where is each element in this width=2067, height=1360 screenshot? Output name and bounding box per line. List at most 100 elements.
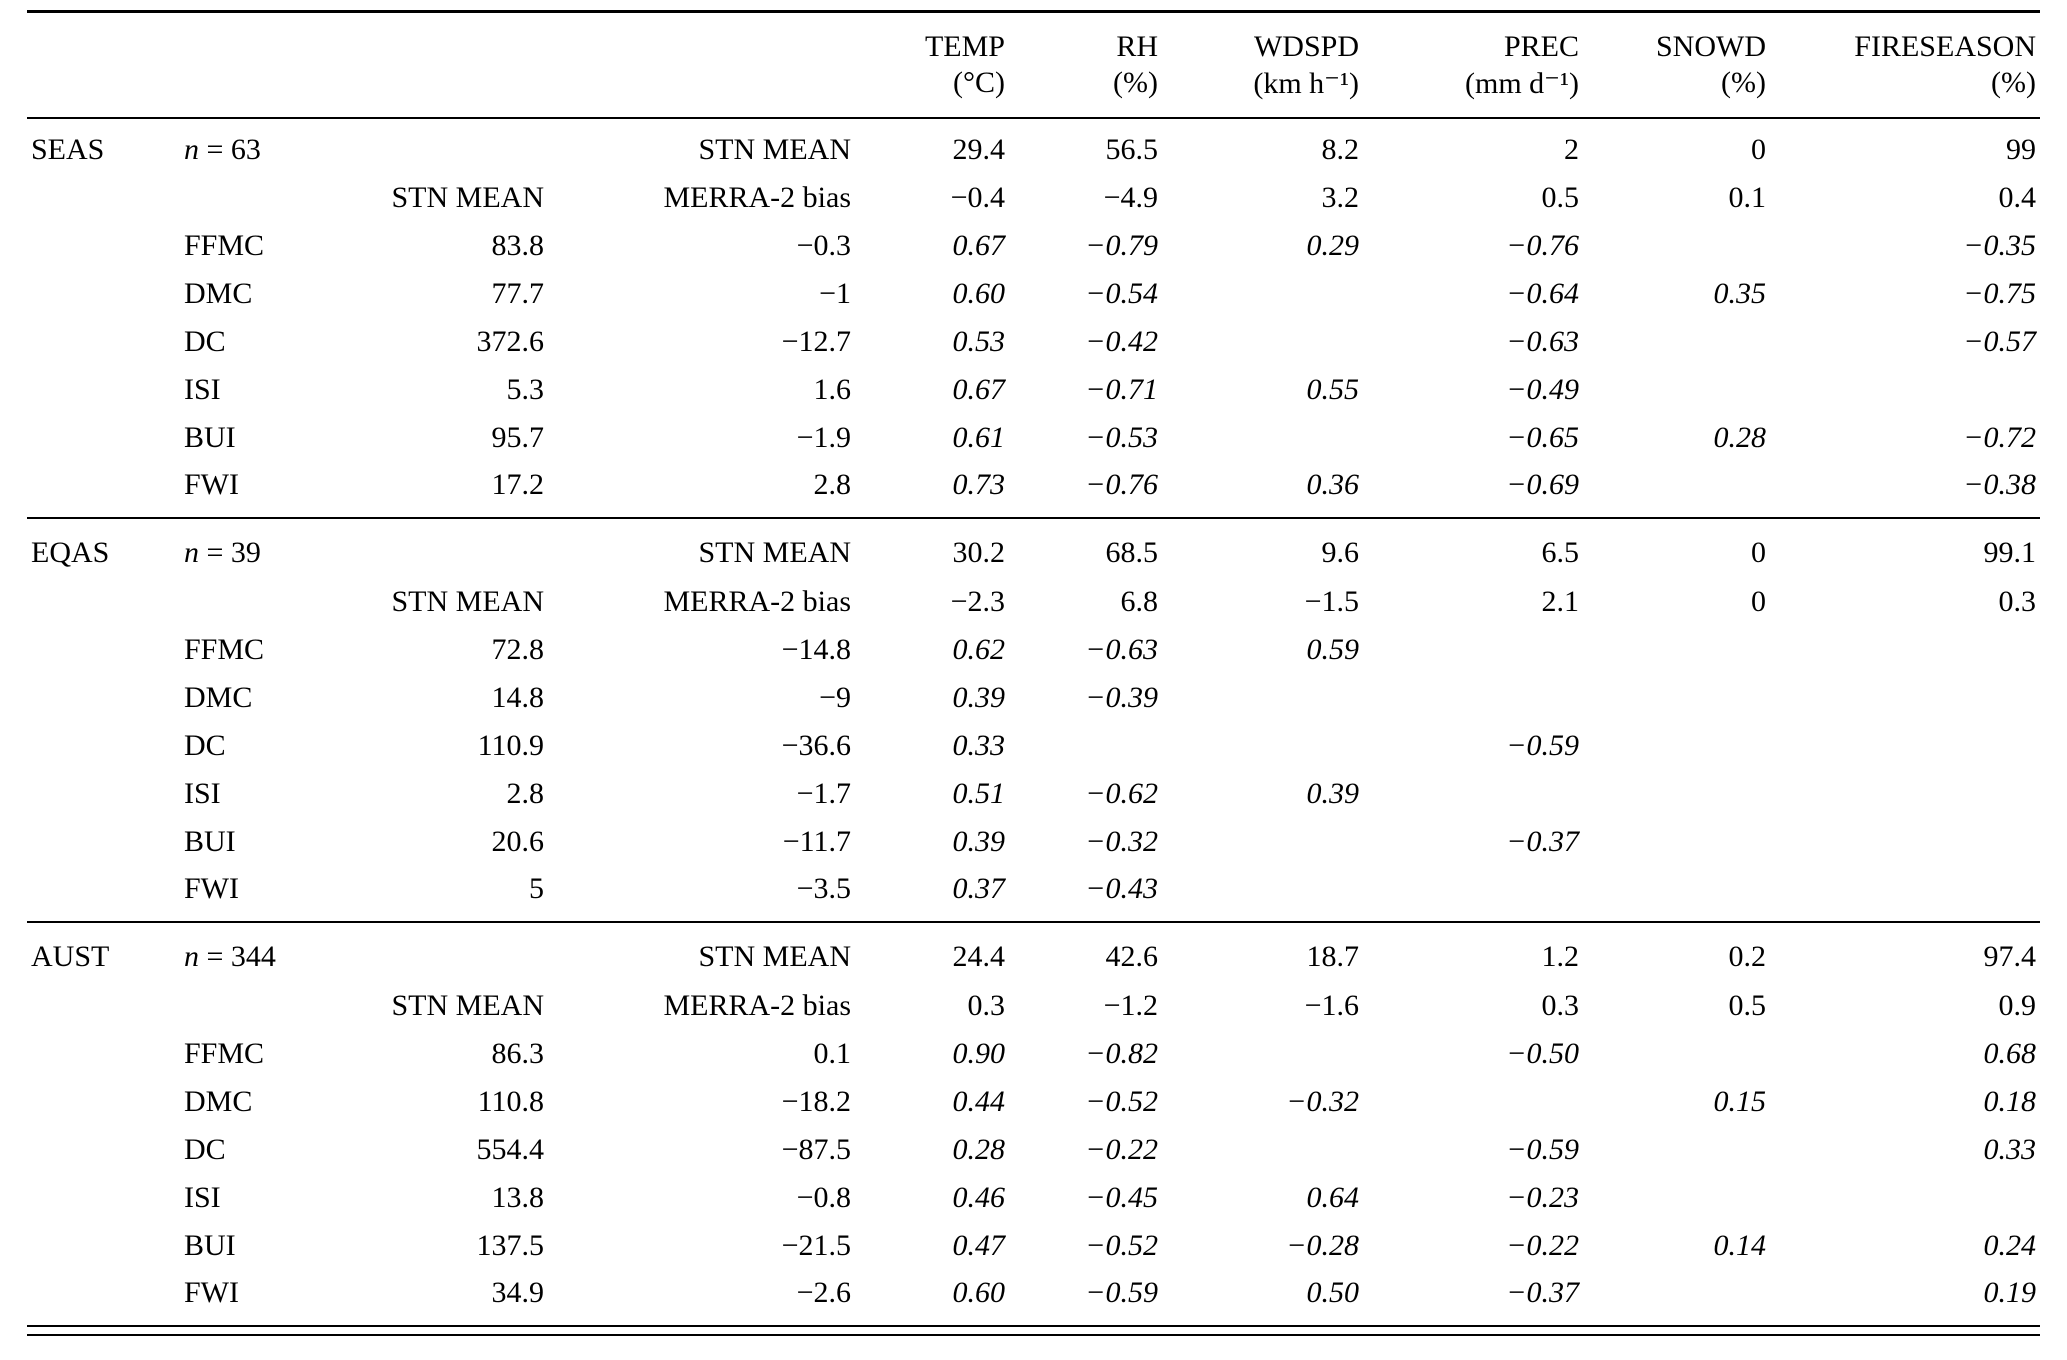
index-stn-mean-value: 110.9 xyxy=(477,728,544,762)
header-spacer-bias xyxy=(548,63,855,119)
correlation-value xyxy=(1770,770,2040,818)
index-row-dc: DC 110.9 −36.6 0.33 −0.59 xyxy=(27,722,2040,770)
index-stn-mean-value: 5 xyxy=(529,872,544,905)
stn-mean-value: 68.5 xyxy=(1009,516,1162,578)
index-stn-mean-value: 14.8 xyxy=(491,680,545,714)
spacer-cell xyxy=(27,1270,180,1326)
correlation-value xyxy=(1583,1174,1770,1222)
correlation-value xyxy=(1162,674,1363,722)
n-symbol: n xyxy=(184,940,199,973)
index-row-dc: DC 554.4 −87.5 0.28 −0.22 −0.59 0.33 xyxy=(27,1126,2040,1174)
correlation-value: −0.32 xyxy=(1085,824,1158,858)
index-label: DC xyxy=(184,1132,226,1166)
merra2-bias-label: MERRA-2 bias xyxy=(663,988,852,1022)
stn-mean-value: 29.4 xyxy=(952,133,1006,166)
stn-mean-value: 0.2 xyxy=(1583,920,1770,982)
n-symbol: n xyxy=(184,133,199,166)
merra2-bias-row: STN MEAN MERRA-2 bias −0.4 −4.9 3.2 0.5 0.1 0.4 xyxy=(27,174,2040,222)
station-stats-table: TEMP RH WDSPD PREC SNOWD FIRESEASON (°C)… xyxy=(27,10,2040,1327)
correlation-value xyxy=(1363,674,1583,722)
index-stn-mean-value: 5.3 xyxy=(506,372,545,406)
index-bias-value: −0.3 xyxy=(796,228,851,262)
correlation-value xyxy=(1162,1030,1363,1078)
correlation-value: 0.60 xyxy=(952,1276,1006,1309)
correlation-value: 0.53 xyxy=(952,324,1006,358)
index-row-ffmc: FFMC 86.3 0.1 0.90 −0.82 −0.50 0.68 xyxy=(27,1030,2040,1078)
correlation-value: 0.28 xyxy=(1713,420,1767,454)
index-bias-value: −1 xyxy=(819,276,851,310)
index-stn-mean-value: 13.8 xyxy=(491,1180,545,1214)
correlation-value: −0.52 xyxy=(1085,1228,1158,1262)
index-bias-value: −18.2 xyxy=(781,1084,851,1118)
merra2-bias-value: −1.2 xyxy=(1103,988,1158,1022)
spacer-cell xyxy=(27,1174,180,1222)
correlation-value: 0.59 xyxy=(1306,632,1360,666)
correlation-value: −0.45 xyxy=(1085,1180,1158,1214)
index-label: ISI xyxy=(184,776,221,810)
header-temp-unit: (°C) xyxy=(855,63,1009,119)
correlation-value xyxy=(1583,1270,1770,1326)
correlation-value: 0.64 xyxy=(1306,1180,1360,1214)
spacer-cell xyxy=(27,462,180,518)
spacer-cell xyxy=(27,270,180,318)
index-label: DMC xyxy=(184,680,253,714)
index-bias-value: 0.1 xyxy=(813,1036,852,1070)
spacer-cell xyxy=(180,982,345,1030)
correlation-value: 0.19 xyxy=(1983,1276,2037,1309)
correlation-value: 0.33 xyxy=(952,728,1006,762)
index-bias-value: −21.5 xyxy=(781,1228,851,1262)
stn-mean-label: STN MEAN xyxy=(391,988,544,1022)
stn-mean-value: 2 xyxy=(1564,133,1579,166)
merra2-bias-value: 0.4 xyxy=(1998,180,2037,214)
index-row-fwi: FWI 5 −3.5 0.37 −0.43 xyxy=(27,866,2040,922)
correlation-value: 0.36 xyxy=(1306,468,1360,501)
spacer-cell xyxy=(27,318,180,366)
header-spacer-index xyxy=(180,63,345,119)
correlation-value: −0.23 xyxy=(1506,1180,1579,1214)
stn-mean-value: 1.2 xyxy=(1363,920,1583,982)
correlation-value xyxy=(1162,270,1363,318)
correlation-value: −0.59 xyxy=(1506,728,1579,762)
header-snowd-label: SNOWD xyxy=(1656,29,1766,63)
index-label: FFMC xyxy=(184,1036,265,1070)
index-label: FFMC xyxy=(184,228,265,262)
region-section-eqas: EQAS n = 39 STN MEAN 30.2 68.5 9.6 6.5 0 99.1 STN… xyxy=(27,516,2040,922)
spacer-cell xyxy=(27,626,180,674)
merra2-bias-value: −0.4 xyxy=(950,180,1005,214)
index-bias-value: −11.7 xyxy=(782,824,851,858)
merra2-bias-value: −1.6 xyxy=(1304,988,1359,1022)
correlation-value: −0.39 xyxy=(1085,680,1158,714)
stn-mean-row: SEAS n = 63 STN MEAN 29.4 56.5 8.2 2 0 99 xyxy=(27,118,2040,174)
index-bias-value: −36.6 xyxy=(781,728,851,762)
index-label: ISI xyxy=(184,1180,221,1214)
header-spacer-region xyxy=(27,12,180,64)
correlation-value xyxy=(1770,626,2040,674)
correlation-value: −0.63 xyxy=(1085,632,1158,666)
merra2-bias-label: MERRA-2 bias xyxy=(663,584,852,618)
correlation-value: −0.49 xyxy=(1506,372,1579,406)
spacer-cell xyxy=(27,222,180,270)
correlation-value: −0.28 xyxy=(1286,1228,1359,1262)
stn-mean-label: STN MEAN xyxy=(548,516,855,578)
index-stn-mean-value: 554.4 xyxy=(476,1132,545,1166)
index-row-dc: DC 372.6 −12.7 0.53 −0.42 −0.63 −0.57 xyxy=(27,318,2040,366)
stn-mean-value: 0 xyxy=(1583,516,1770,578)
spacer-cell xyxy=(27,174,180,222)
index-bias-value: 2.8 xyxy=(813,468,852,501)
correlation-value xyxy=(1363,770,1583,818)
correlation-value: −0.59 xyxy=(1085,1276,1158,1309)
index-bias-value: −1.9 xyxy=(796,420,851,454)
correlation-value: −0.59 xyxy=(1506,1132,1579,1166)
index-stn-mean-value: 77.7 xyxy=(491,276,545,310)
correlation-value: 0.55 xyxy=(1306,372,1360,406)
correlation-value: −0.75 xyxy=(1963,276,2036,310)
correlation-value xyxy=(1363,866,1583,922)
correlation-value: −0.54 xyxy=(1085,276,1158,310)
index-stn-mean-value: 83.8 xyxy=(491,228,545,262)
index-row-isi: ISI 13.8 −0.8 0.46 −0.45 0.64 −0.23 xyxy=(27,1174,2040,1222)
spacer-cell xyxy=(27,722,180,770)
header-rh-label: RH xyxy=(1116,29,1158,63)
correlation-value: −0.64 xyxy=(1506,276,1579,310)
correlation-value: −0.57 xyxy=(1963,324,2036,358)
spacer-cell xyxy=(27,982,180,1030)
